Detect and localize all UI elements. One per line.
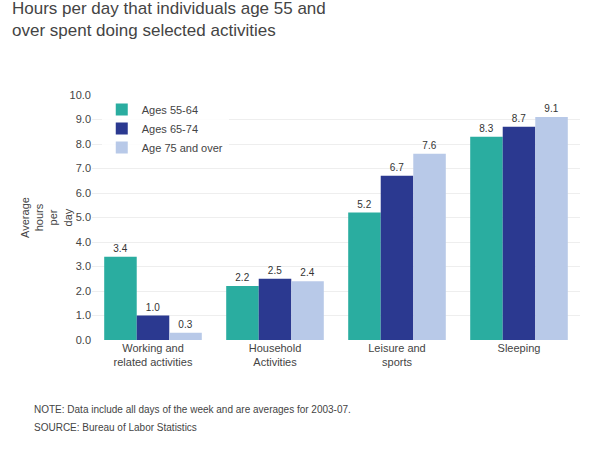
svg-text:4.0: 4.0: [76, 236, 91, 248]
svg-text:2.0: 2.0: [76, 285, 91, 297]
svg-text:6.7: 6.7: [390, 162, 404, 173]
svg-text:HouseholdActivities: HouseholdActivities: [249, 342, 302, 368]
svg-text:SOURCE: Bureau of Labor Statis: SOURCE: Bureau of Labor Statistics: [34, 422, 197, 433]
svg-text:Working andrelated activities: Working andrelated activities: [114, 342, 193, 368]
svg-text:9.0: 9.0: [76, 113, 91, 125]
svg-text:7.6: 7.6: [422, 140, 436, 151]
svg-text:3.0: 3.0: [76, 260, 91, 272]
svg-text:5.0: 5.0: [76, 211, 91, 223]
svg-text:2.5: 2.5: [268, 265, 282, 276]
svg-text:9.1: 9.1: [544, 103, 558, 114]
svg-text:3.4: 3.4: [113, 243, 127, 254]
svg-text:2.2: 2.2: [235, 272, 249, 283]
svg-text:8.7: 8.7: [512, 113, 526, 124]
svg-text:6.0: 6.0: [76, 187, 91, 199]
svg-text:2.4: 2.4: [300, 267, 314, 278]
svg-text:5.2: 5.2: [357, 199, 371, 210]
svg-text:NOTE: Data include all days of: NOTE: Data include all days of the week …: [34, 404, 351, 415]
svg-text:0.3: 0.3: [178, 319, 192, 330]
svg-text:Hours per day that individuals: Hours per day that individuals age 55 an…: [12, 0, 326, 40]
svg-text:Leisure andsports: Leisure andsports: [368, 342, 426, 368]
svg-text:Age 75 and over: Age 75 and over: [142, 142, 223, 154]
svg-text:Ages 55-64: Ages 55-64: [142, 104, 198, 116]
svg-text:7.0: 7.0: [76, 162, 91, 174]
svg-text:0.0: 0.0: [76, 334, 91, 346]
svg-text:Sleeping: Sleeping: [498, 342, 541, 354]
svg-text:8.3: 8.3: [479, 123, 493, 134]
svg-text:1.0: 1.0: [76, 309, 91, 321]
svg-text:1.0: 1.0: [146, 302, 160, 313]
svg-text:10.0: 10.0: [70, 89, 91, 101]
svg-text:Ages 65-74: Ages 65-74: [142, 123, 198, 135]
svg-text:Averagehoursperday: Averagehoursperday: [19, 197, 74, 238]
svg-text:8.0: 8.0: [76, 138, 91, 150]
